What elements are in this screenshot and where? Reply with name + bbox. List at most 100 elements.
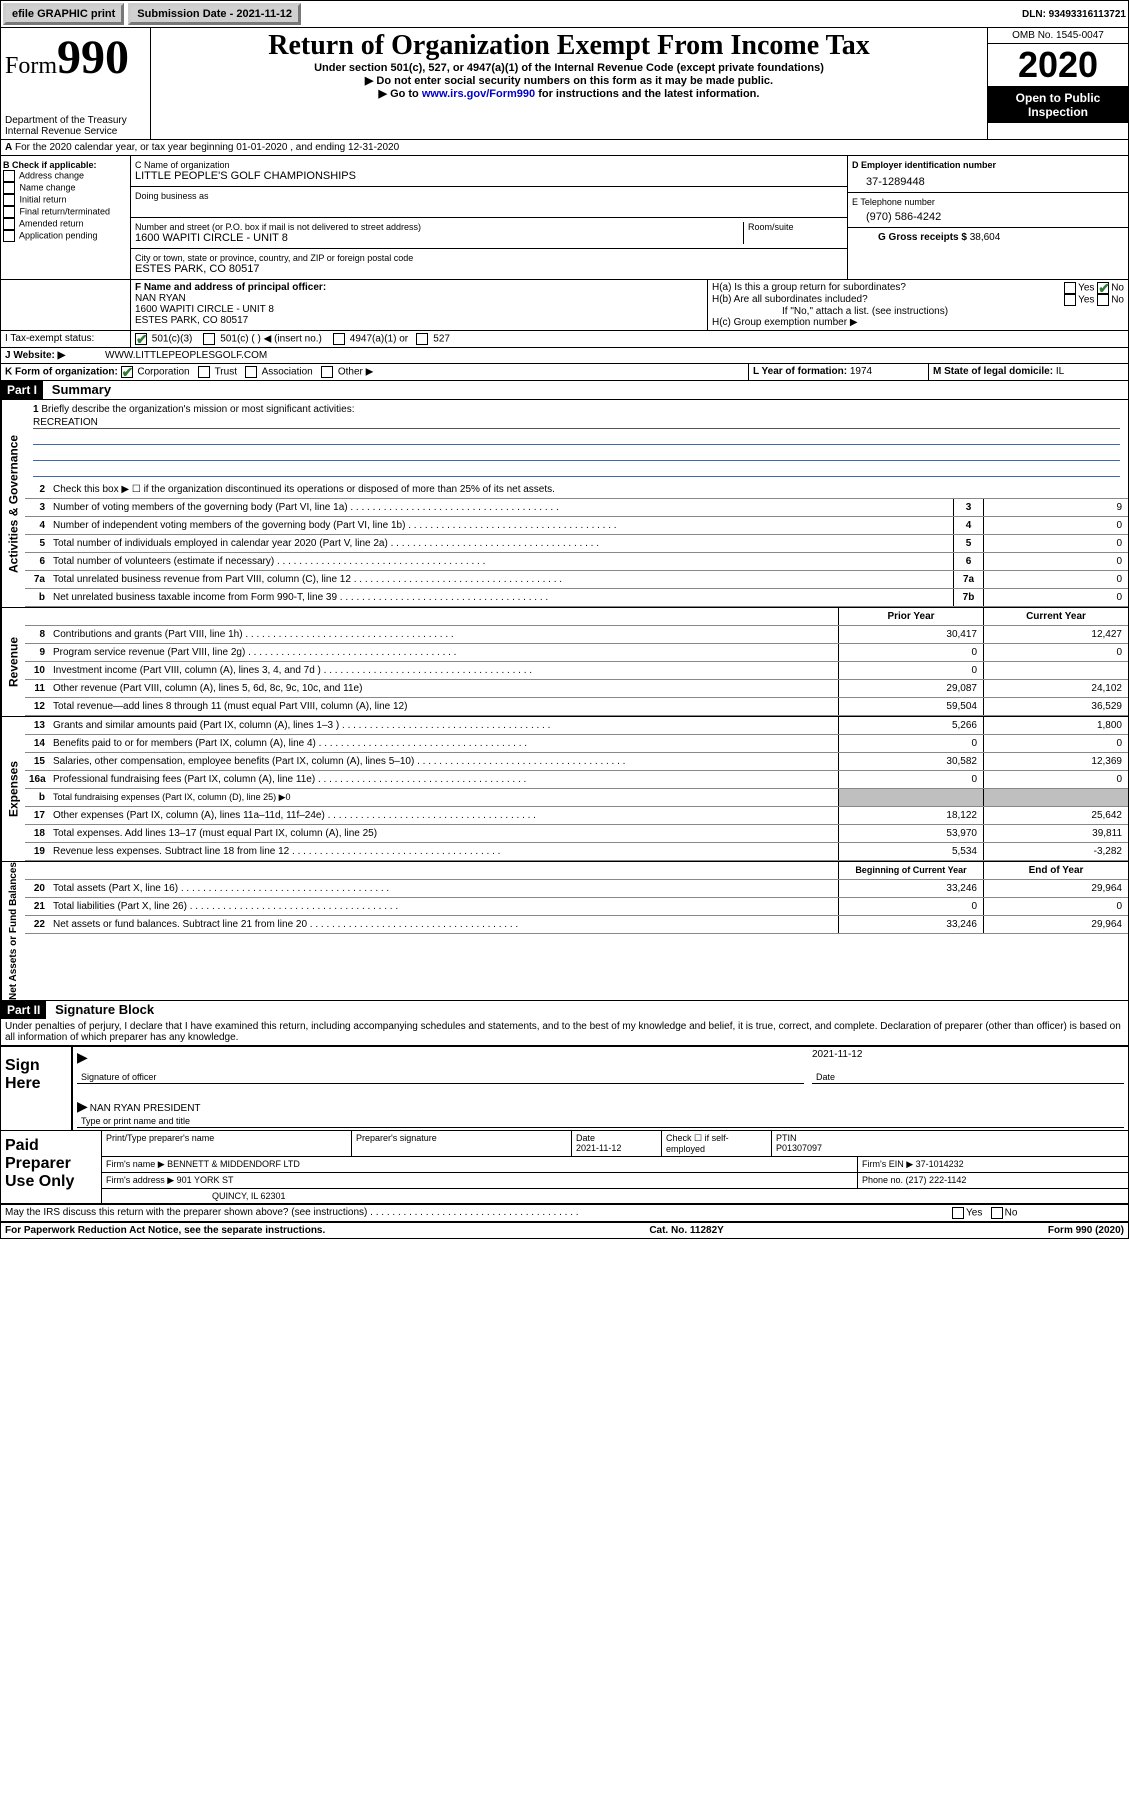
line-value: 0: [983, 517, 1128, 534]
b-checkbox[interactable]: [3, 218, 15, 230]
line-num: 3: [25, 499, 49, 516]
efile-button[interactable]: efile GRAPHIC print: [3, 3, 124, 25]
line-num: 14: [25, 735, 49, 752]
line-text: Total unrelated business revenue from Pa…: [49, 571, 953, 588]
footer-catno: Cat. No. 11282Y: [649, 1225, 723, 1236]
firm-name-label: Firm's name ▶: [106, 1159, 167, 1169]
ptin-value: P01307097: [776, 1143, 822, 1153]
prior-value: 30,417: [838, 626, 983, 643]
line-num: 13: [25, 717, 49, 734]
submission-date: 2021-11-12: [236, 8, 292, 20]
501c3-checkbox[interactable]: [135, 333, 147, 345]
discuss-yes-checkbox[interactable]: [952, 1207, 964, 1219]
line-box: 7a: [953, 571, 983, 588]
line-text: Revenue less expenses. Subtract line 18 …: [49, 843, 838, 860]
527-checkbox[interactable]: [416, 333, 428, 345]
assoc-checkbox[interactable]: [245, 366, 257, 378]
discuss-text: May the IRS discuss this return with the…: [5, 1207, 367, 1218]
4947-checkbox[interactable]: [333, 333, 345, 345]
tax-year: 2020: [988, 44, 1128, 87]
ptin-label: PTIN: [776, 1133, 797, 1143]
hb-no-checkbox[interactable]: [1097, 294, 1109, 306]
b-checkbox[interactable]: [3, 206, 15, 218]
prior-value: 0: [838, 662, 983, 679]
line-num: 16a: [25, 771, 49, 788]
section-b: B Check if applicable: Address change Na…: [1, 156, 131, 279]
line-value: 9: [983, 499, 1128, 516]
state-domicile-label: M State of legal domicile:: [933, 366, 1056, 377]
ha-no-checkbox[interactable]: [1097, 282, 1109, 294]
prep-date: 2021-11-12: [576, 1143, 621, 1153]
line-text: Total number of volunteers (estimate if …: [49, 553, 953, 570]
city-label: City or town, state or province, country…: [135, 253, 843, 263]
sign-date: 2021-11-12: [812, 1049, 1124, 1071]
ha-label: H(a) Is this a group return for subordin…: [712, 282, 1064, 294]
form990-link[interactable]: www.irs.gov/Form990: [422, 88, 535, 100]
line-num: 18: [25, 825, 49, 842]
prior-value: 33,246: [838, 880, 983, 897]
instr-1: ▶ Do not enter social security numbers o…: [155, 74, 983, 87]
line-box: 3: [953, 499, 983, 516]
line-num: 22: [25, 916, 49, 933]
open-to-public: Open to Public Inspection: [988, 87, 1128, 123]
current-value: 39,811: [983, 825, 1128, 842]
other-checkbox[interactable]: [321, 366, 333, 378]
line-value: 0: [983, 571, 1128, 588]
irs-label: Internal Revenue Service: [5, 126, 146, 137]
501c-checkbox[interactable]: [203, 333, 215, 345]
current-value: [983, 789, 1128, 806]
form-header: Form990 Department of the Treasury Inter…: [1, 28, 1128, 140]
prep-sig-label: Preparer's signature: [352, 1131, 572, 1156]
current-value: 12,369: [983, 753, 1128, 770]
officer-sig-label: Signature of officer: [77, 1071, 804, 1084]
line1-text: Briefly describe the organization's miss…: [41, 404, 354, 415]
line-box: 5: [953, 535, 983, 552]
line-text: Total fundraising expenses (Part IX, col…: [49, 789, 838, 806]
officer-name: NAN RYAN: [135, 293, 703, 304]
line2-num: 2: [25, 481, 49, 498]
b-checkbox[interactable]: [3, 170, 15, 182]
end-year-header: End of Year: [983, 862, 1128, 879]
line-text: Benefits paid to or for members (Part IX…: [49, 735, 838, 752]
firm-ein-label: Firm's EIN ▶: [862, 1159, 916, 1169]
part1-header: Part I: [1, 381, 43, 399]
dept-treasury: Department of the Treasury: [5, 115, 146, 126]
org-name: LITTLE PEOPLE'S GOLF CHAMPIONSHIPS: [135, 170, 843, 182]
trust-checkbox[interactable]: [198, 366, 210, 378]
firm-addr-label: Firm's address ▶: [106, 1175, 177, 1185]
line-box: 4: [953, 517, 983, 534]
current-value: 36,529: [983, 698, 1128, 715]
city-state-zip: ESTES PARK, CO 80517: [135, 263, 843, 275]
officer-print-name: NAN RYAN PRESIDENT: [77, 1088, 1124, 1115]
b-checkbox[interactable]: [3, 230, 15, 242]
hb-yes-checkbox[interactable]: [1064, 294, 1076, 306]
b-checkbox[interactable]: [3, 182, 15, 194]
governance-label: Activities & Governance: [1, 400, 25, 607]
part1-title: Summary: [46, 380, 117, 399]
line-num: 9: [25, 644, 49, 661]
netassets-label: Net Assets or Fund Balances: [1, 862, 25, 1000]
year-formation: 1974: [850, 366, 872, 377]
part2-header: Part II: [1, 1001, 46, 1019]
prior-value: 0: [838, 898, 983, 915]
current-value: 0: [983, 644, 1128, 661]
prior-value: 53,970: [838, 825, 983, 842]
self-employed: Check ☐ if self-employed: [662, 1131, 772, 1156]
discuss-no-checkbox[interactable]: [991, 1207, 1003, 1219]
b-checkbox[interactable]: [3, 194, 15, 206]
ein-label: D Employer identification number: [852, 160, 1124, 170]
prior-value: 5,266: [838, 717, 983, 734]
line-text: Net unrelated business taxable income fr…: [49, 589, 953, 606]
ha-yes-checkbox[interactable]: [1064, 282, 1076, 294]
current-value: 29,964: [983, 880, 1128, 897]
line-num: 10: [25, 662, 49, 679]
instr-2: ▶ Go to www.irs.gov/Form990 for instruct…: [155, 87, 983, 100]
website-value: WWW.LITTLEPEOPLESGOLF.COM: [101, 348, 271, 363]
prior-value: 0: [838, 644, 983, 661]
line-value: 0: [983, 589, 1128, 606]
prior-value: 18,122: [838, 807, 983, 824]
firm-name: BENNETT & MIDDENDORF LTD: [167, 1159, 300, 1169]
corp-checkbox[interactable]: [121, 366, 133, 378]
current-year-header: Current Year: [983, 608, 1128, 625]
year-formation-label: L Year of formation:: [753, 366, 850, 377]
